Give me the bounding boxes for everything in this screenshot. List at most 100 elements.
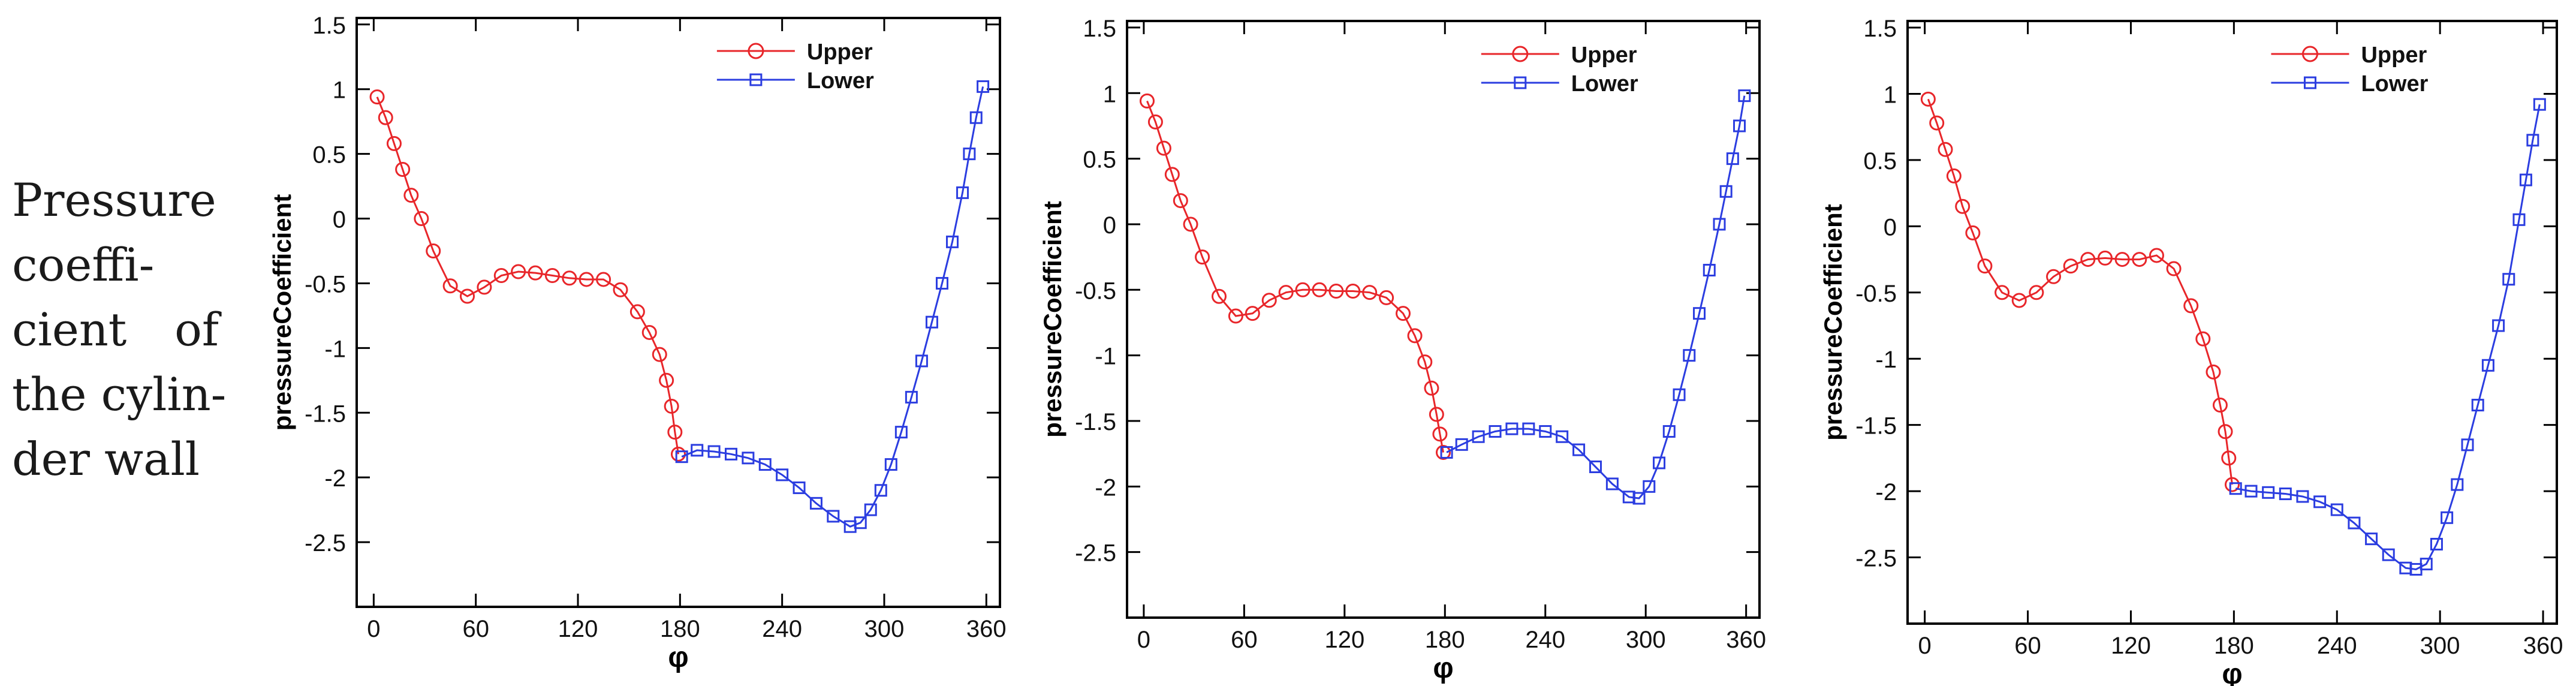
upper-point <box>1228 308 1243 324</box>
upper-series-line <box>1927 98 2233 485</box>
lower-point <box>1472 430 1485 443</box>
upper-point <box>386 136 402 151</box>
upper-point <box>1396 306 1411 321</box>
y-tick-label: -2.5 <box>305 530 346 556</box>
lower-point <box>946 235 959 248</box>
lower-point <box>2313 495 2327 509</box>
legend-label-upper: Upper <box>807 40 873 65</box>
caption-word-of: of <box>174 303 219 356</box>
y-tick-label: -2.5 <box>1855 546 1897 572</box>
lower-point <box>1539 425 1552 438</box>
lower-point <box>1556 430 1569 443</box>
lower-point <box>874 484 887 497</box>
upper-point <box>1955 198 1971 214</box>
y-tick-label: 0 <box>1884 214 1897 240</box>
upper-point <box>2063 258 2078 274</box>
upper-point <box>1328 283 1344 299</box>
lower-point <box>793 481 806 494</box>
legend-marker-upper <box>2301 46 2318 62</box>
x-axis-label: φ <box>1433 652 1453 684</box>
lower-point <box>1489 425 1502 438</box>
lower-point <box>2502 273 2515 286</box>
lower-point <box>1572 443 1586 456</box>
upper-point <box>1965 225 1981 240</box>
x-tick-label: 360 <box>966 616 1007 642</box>
lower-point <box>1726 152 1739 166</box>
lower-point <box>2519 173 2532 186</box>
upper-point <box>403 188 419 203</box>
lower-point <box>2492 319 2505 332</box>
lower-point <box>956 186 969 199</box>
upper-point <box>528 265 543 281</box>
y-tick-label: 1.5 <box>1083 16 1116 42</box>
upper-point <box>544 267 560 283</box>
y-tick-label: 1 <box>1103 81 1116 107</box>
x-axis-label: φ <box>2222 658 2242 686</box>
upper-point <box>2206 364 2221 380</box>
x-axis-label: φ <box>668 642 688 673</box>
lower-point <box>675 450 688 464</box>
lower-point <box>1703 263 1716 276</box>
upper-point <box>1436 444 1451 460</box>
upper-point <box>652 347 667 362</box>
lower-point <box>864 503 877 516</box>
lower-point <box>2229 482 2242 495</box>
upper-point <box>395 162 411 177</box>
upper-point <box>1362 285 1378 300</box>
upper-point <box>1312 282 1327 297</box>
upper-series-line <box>376 97 679 455</box>
legend-marker-upper <box>1512 46 1529 62</box>
lower-point <box>2441 511 2454 524</box>
upper-point <box>1946 168 1962 183</box>
lower-point <box>2296 490 2309 503</box>
lower-point <box>905 390 918 404</box>
lower-point <box>1440 446 1453 459</box>
upper-point <box>2149 248 2164 263</box>
x-tick-label: 300 <box>2420 633 2460 659</box>
x-tick-label: 360 <box>1726 627 1766 653</box>
y-tick-label: 1 <box>333 77 346 104</box>
lower-point <box>1713 218 1726 231</box>
upper-point <box>2097 250 2113 266</box>
x-tick-label: 0 <box>1137 627 1150 653</box>
upper-point <box>1139 93 1155 109</box>
lower-point <box>1653 456 1666 470</box>
upper-point <box>1379 290 1394 305</box>
y-tick-label: 0.5 <box>1083 147 1116 173</box>
x-tick-label: 240 <box>2317 633 2357 659</box>
upper-point <box>2183 298 2199 314</box>
lower-point <box>2526 134 2539 147</box>
upper-point <box>613 282 628 297</box>
upper-point <box>493 267 509 283</box>
lower-point <box>2481 359 2494 372</box>
lower-series-line <box>2235 104 2541 570</box>
lower-point <box>2244 485 2258 498</box>
plot-frame <box>355 17 1001 608</box>
y-tick-label: -2 <box>1095 474 1116 501</box>
lower-point <box>758 458 772 471</box>
upper-point <box>1147 114 1163 130</box>
upper-point <box>1183 216 1198 232</box>
upper-point <box>2225 477 2240 492</box>
upper-point <box>579 272 594 287</box>
y-tick-label: -1.5 <box>305 401 346 427</box>
upper-point <box>2166 261 2182 276</box>
upper-point <box>2221 450 2237 466</box>
upper-point <box>1195 249 1210 265</box>
lower-point <box>969 111 983 124</box>
upper-point <box>378 110 393 125</box>
y-axis-label: pressureCoefficient <box>1038 201 1066 437</box>
lower-point <box>707 445 721 458</box>
lower-point <box>2512 213 2526 226</box>
legend-label-lower: Lower <box>1571 71 1638 97</box>
upper-point <box>426 243 441 258</box>
upper-point <box>659 372 674 388</box>
lower-point <box>1605 477 1619 491</box>
upper-point <box>2218 424 2233 440</box>
upper-point <box>1295 282 1310 297</box>
legend-marker-lower <box>749 73 763 86</box>
lower-point <box>1693 307 1706 320</box>
